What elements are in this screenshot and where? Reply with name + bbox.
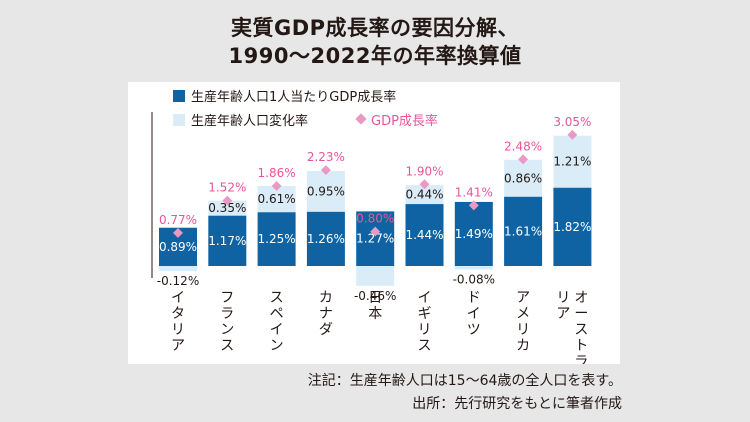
chart-panel: 生産年齢人口1人当たりGDP成長率 生産年齢人口変化率 GDP成長率 0.89%… (128, 82, 620, 364)
bar-per-capita (504, 196, 543, 266)
category-label-char: リ (516, 322, 530, 338)
labels-group: 0.89%-0.12%0.77%イタリア1.17%0.35%1.52%フランス1… (157, 115, 592, 364)
category-label-char: ギ (418, 306, 432, 322)
data-label-population-change: 0.35% (208, 201, 246, 215)
category-label-char: リ (171, 322, 185, 338)
category-label-char: ス (220, 338, 234, 354)
legend-swatch-population-change (173, 114, 185, 126)
category-label-char: メ (516, 306, 530, 322)
data-label-population-change: 0.61% (258, 192, 296, 206)
data-label-population-change: 0.95% (307, 184, 345, 198)
data-label-per-capita: 1.82% (553, 220, 591, 234)
data-label-gdp-growth: 0.77% (159, 213, 197, 227)
data-label-per-capita: 1.27% (356, 232, 394, 246)
data-label-per-capita: 1.49% (455, 227, 493, 241)
chart-title-line-1: 実質GDP成長率の要因分解、 (230, 16, 520, 40)
category-label-char: ツ (467, 322, 481, 338)
data-label-per-capita: 1.61% (504, 224, 542, 238)
legend-label-per-capita: 生産年齢人口1人当たりGDP成長率 (191, 89, 396, 105)
bar-population-change (159, 266, 197, 272)
gdp-growth-marker (173, 227, 183, 238)
gdp-growth-marker (370, 226, 381, 237)
bar-per-capita (454, 201, 493, 266)
category-label-char: リ (418, 322, 432, 338)
category-label-char: 本 (368, 306, 382, 322)
category-label-char: ス (574, 322, 588, 338)
bar-population-change (553, 135, 592, 188)
category-label-char: ス (418, 338, 432, 354)
stacked-bar-chart: 生産年齢人口1人当たりGDP成長率 生産年齢人口変化率 GDP成長率 0.89%… (151, 89, 592, 364)
category-label-char: ー (574, 306, 588, 322)
category-label-char: ナ (319, 306, 333, 322)
category-label-char: ア (171, 338, 185, 354)
category-label-char: イ (418, 290, 432, 306)
bar-per-capita (405, 204, 444, 266)
data-label-population-change: -0.12% (157, 274, 199, 288)
data-label-gdp-growth: 3.05% (553, 115, 591, 129)
category-label-char: ン (270, 338, 284, 354)
category-label-char: 日 (368, 290, 382, 306)
gdp-growth-marker (518, 154, 529, 165)
legend: 生産年齢人口1人当たりGDP成長率 生産年齢人口変化率 GDP成長率 (173, 89, 438, 129)
category-label-char: ラ (220, 306, 234, 322)
bars-group (159, 135, 592, 286)
data-label-gdp-growth: 1.52% (208, 181, 246, 195)
data-label-per-capita: 0.89% (159, 240, 197, 254)
category-label-char: フ (220, 290, 234, 306)
bar-per-capita (257, 212, 296, 266)
bar-per-capita (553, 187, 592, 266)
category-label-char: カ (319, 290, 333, 306)
data-label-per-capita: 1.25% (258, 232, 296, 246)
legend-label-population-change: 生産年齢人口変化率 (191, 113, 308, 129)
category-label-char: リ (556, 290, 570, 306)
bar-population-change (306, 170, 345, 212)
category-label-char: ア (516, 290, 530, 306)
data-label-population-change: -0.08% (453, 272, 495, 286)
category-label-char: イ (270, 322, 284, 338)
category-label-char: ア (556, 306, 570, 322)
bar-per-capita (356, 211, 395, 266)
data-label-gdp-growth: 2.23% (307, 150, 345, 164)
chart-title-line-2: 1990～2022年の年率換算値 (228, 44, 522, 68)
gdp-growth-marker (419, 179, 430, 190)
category-label-char: タ (171, 306, 185, 322)
legend-marker-gdp-growth (355, 113, 367, 125)
category-label-char: イ (171, 290, 185, 306)
data-label-gdp-growth: 0.80% (356, 212, 394, 226)
category-label-char: ラ (574, 354, 588, 364)
category-label-char: ス (270, 290, 284, 306)
legend-label-gdp-growth: GDP成長率 (371, 113, 438, 129)
bar-per-capita (208, 215, 247, 266)
bar-per-capita (306, 211, 345, 266)
data-label-per-capita: 1.44% (405, 228, 443, 242)
bar-population-change (208, 200, 247, 216)
data-label-population-change: 0.86% (504, 171, 542, 185)
gdp-growth-marker (320, 165, 331, 176)
data-label-gdp-growth: 2.48% (504, 139, 542, 153)
data-label-gdp-growth: 1.90% (405, 164, 443, 178)
bar-population-change (405, 185, 444, 205)
footnote: 注記：生産年齢人口は15～64歳の全人口を表す。 (307, 373, 622, 389)
category-label-char: ン (220, 322, 234, 338)
data-label-population-change: 1.21% (553, 155, 591, 169)
bar-population-change (454, 266, 493, 270)
category-label-char: オ (574, 290, 588, 306)
gdp-growth-marker (222, 195, 233, 206)
data-label-population-change: -0.46% (354, 289, 396, 303)
category-label-char: ペ (270, 306, 284, 322)
data-label-per-capita: 1.17% (208, 234, 246, 248)
category-label-char: ド (467, 290, 481, 306)
data-label-gdp-growth: 1.41% (455, 185, 493, 199)
category-label-char: イ (467, 306, 481, 322)
data-label-gdp-growth: 1.86% (258, 166, 296, 180)
legend-swatch-per-capita (173, 90, 185, 102)
category-label-char: カ (516, 338, 530, 354)
category-label-char: ダ (319, 322, 333, 338)
source-note: 出所：先行研究をもとに筆者作成 (412, 396, 622, 412)
bar-population-change (504, 159, 543, 197)
data-label-population-change: 0.44% (405, 188, 443, 202)
bar-population-change (356, 266, 395, 286)
data-label-per-capita: 1.26% (307, 232, 345, 246)
category-label-char: ト (574, 338, 588, 354)
